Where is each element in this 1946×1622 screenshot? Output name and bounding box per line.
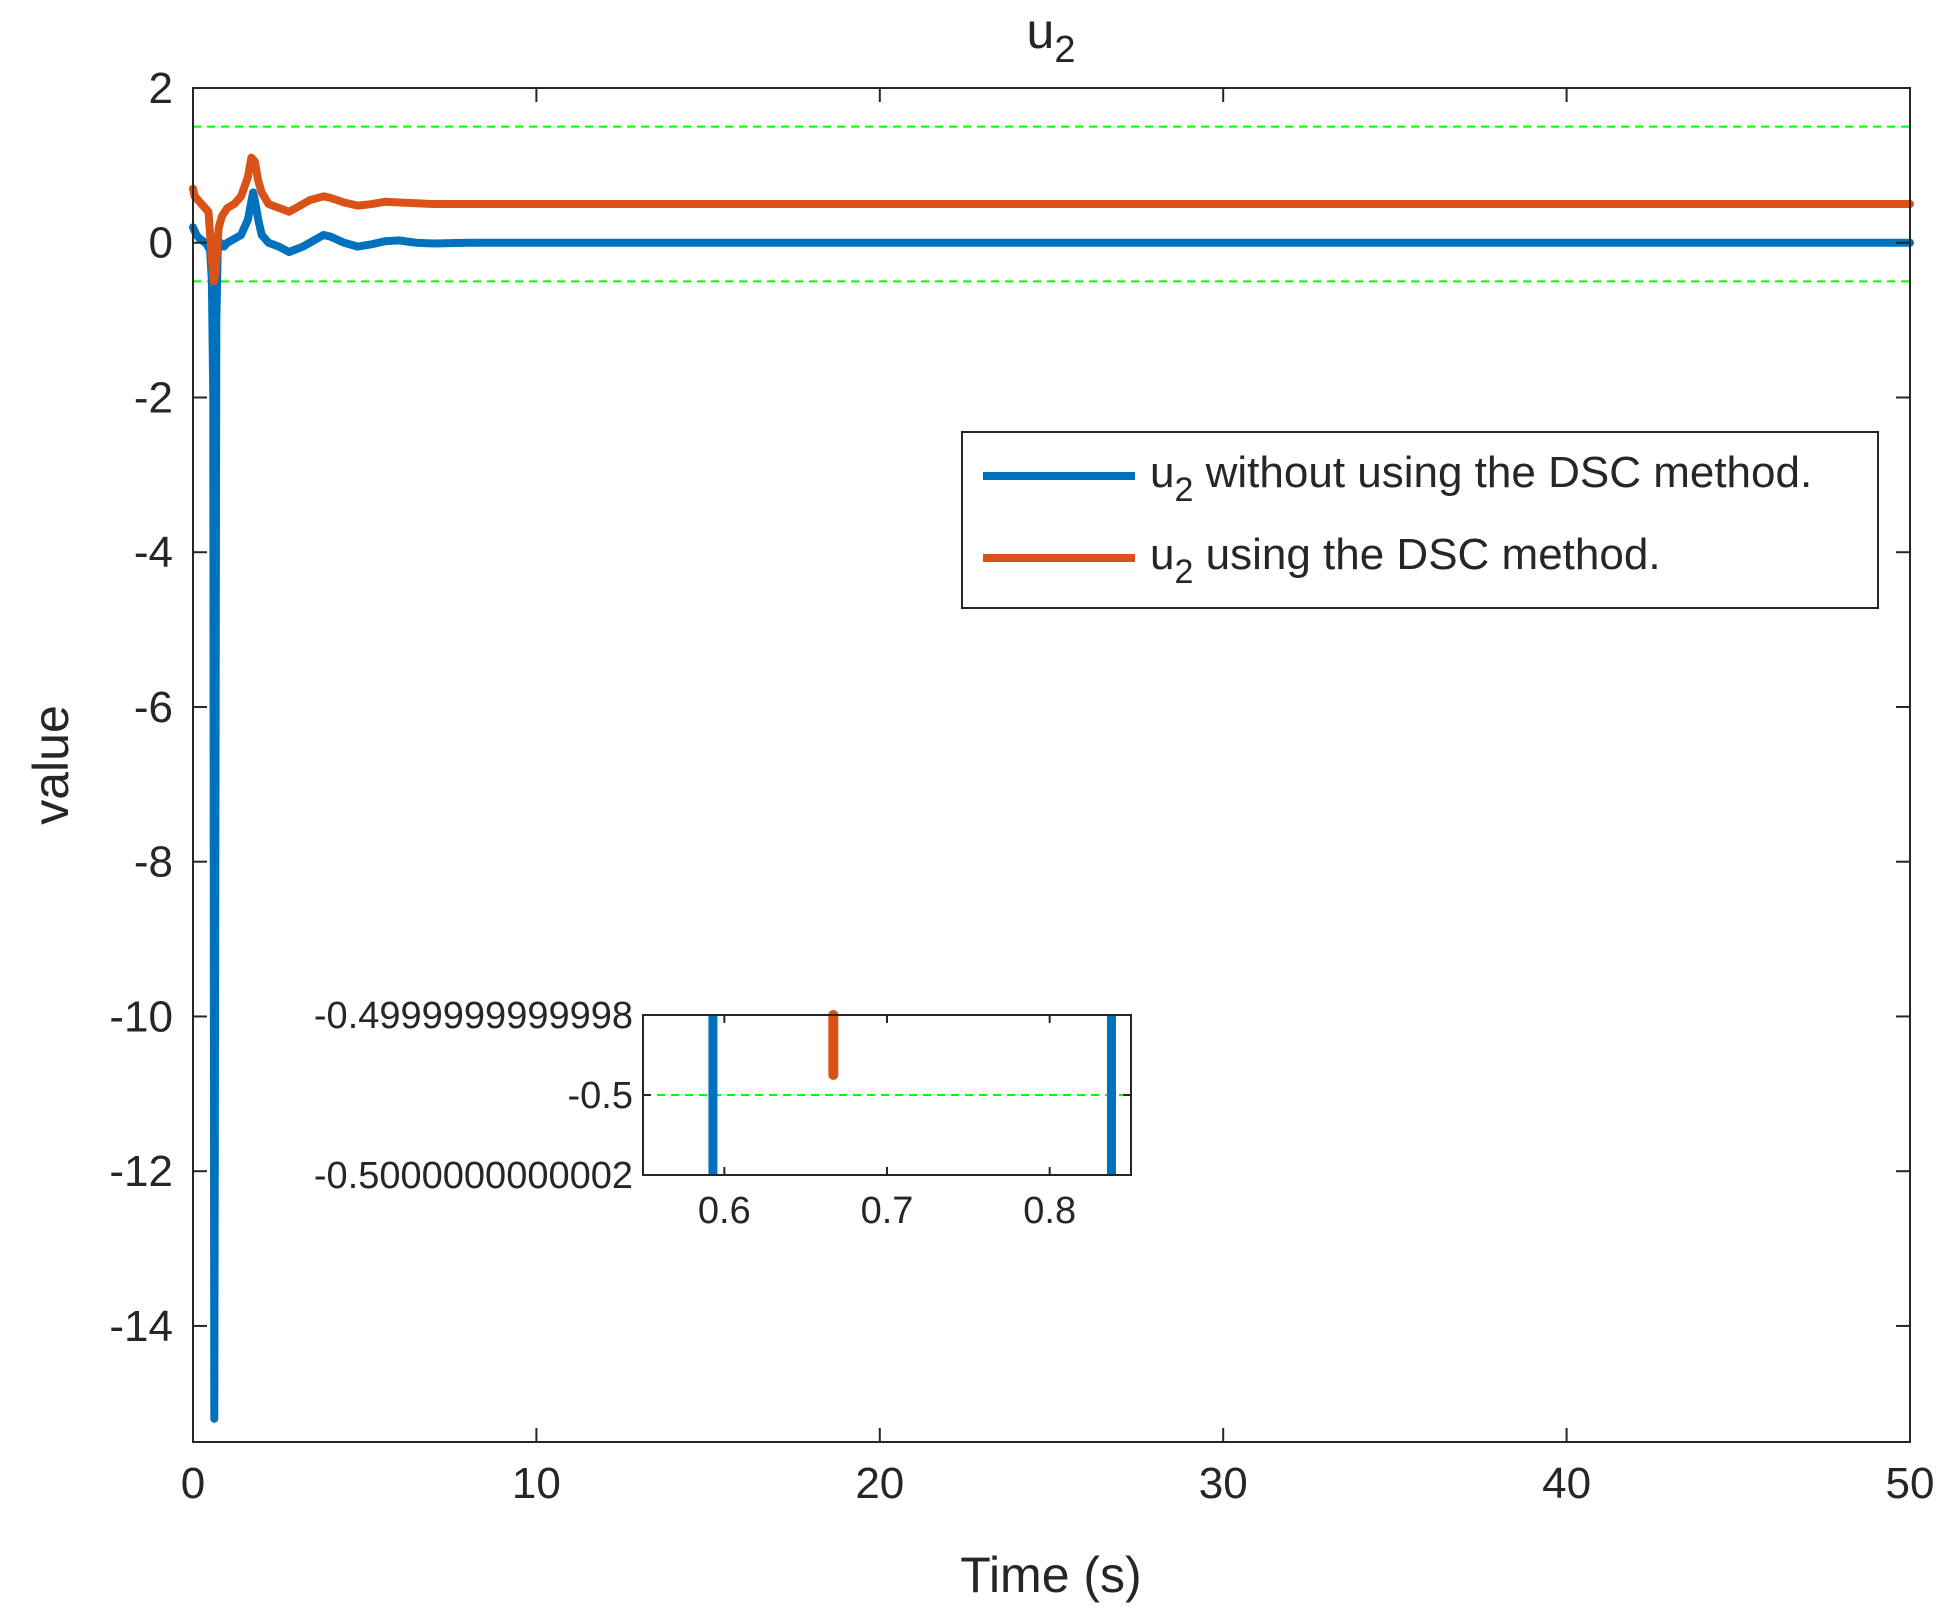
y-tick-label: -12	[109, 1147, 173, 1196]
x-tick-label: 20	[855, 1459, 904, 1508]
inset-y-tick-label: -0.5	[568, 1075, 633, 1117]
y-tick-label: -2	[134, 373, 173, 422]
inset-y-tick-label: -0.4999999999998	[314, 995, 633, 1037]
legend-label-rest: using the DSC method.	[1193, 530, 1660, 579]
inset-y-tick-label: -0.5000000000002	[314, 1155, 633, 1197]
inset-marks	[708, 1010, 1116, 1175]
x-tick-label: 40	[1542, 1459, 1591, 1508]
legend-label-without-dsc: u2 without using the DSC method.	[1150, 448, 1812, 509]
legend-label-main: u	[1150, 530, 1174, 579]
x-tick-label: 0	[181, 1459, 205, 1508]
inset-axes: 0.6 0.7 0.8 -0.4999999999998 -0.5 -0.50000000…	[314, 995, 1132, 1232]
legend-label-subscript: 2	[1174, 471, 1193, 509]
y-axis-title: value	[23, 705, 79, 825]
y-tick-label: -8	[134, 838, 173, 887]
y-tick-label: -10	[109, 992, 173, 1041]
legend-label-subscript: 2	[1174, 553, 1193, 591]
y-tick-label: -14	[109, 1302, 173, 1351]
inset-x-tick-label: 0.8	[1023, 1190, 1076, 1232]
y-tick-label: -6	[134, 683, 173, 732]
main-axes-frame	[192, 87, 1911, 1443]
chart-title-subscript: 2	[1054, 29, 1075, 71]
bound-lines	[193, 125, 1910, 283]
y-tick-label: 2	[149, 64, 173, 113]
legend-label-main: u	[1150, 448, 1174, 497]
x-tick-label: 30	[1199, 1459, 1248, 1508]
y-tick-label: -4	[134, 528, 173, 577]
chart-title-main: u	[1027, 3, 1055, 59]
inset-x-tick-label: 0.6	[698, 1190, 751, 1232]
legend-label-with-dsc: u2 using the DSC method.	[1150, 530, 1661, 591]
x-tick-label: 50	[1886, 1459, 1935, 1508]
x-tick-label: 10	[512, 1459, 561, 1508]
inset-ticks: 0.6 0.7 0.8 -0.4999999999998 -0.5 -0.50000000…	[314, 995, 1131, 1232]
x-axis-title: Time (s)	[960, 1547, 1141, 1603]
main-plot-area	[193, 88, 1910, 1442]
chart-title: u2	[1027, 3, 1076, 71]
legend-label-rest: without using the DSC method.	[1193, 448, 1812, 497]
legend: u2 without using the DSC method. u2 usin…	[961, 431, 1879, 609]
main-series-group	[189, 153, 1914, 1423]
legend-box	[961, 431, 1879, 609]
y-tick-label: 0	[149, 219, 173, 268]
inset-x-tick-label: 0.7	[861, 1190, 914, 1232]
series-line-1	[189, 153, 1914, 286]
series-line-0	[189, 188, 1914, 1423]
